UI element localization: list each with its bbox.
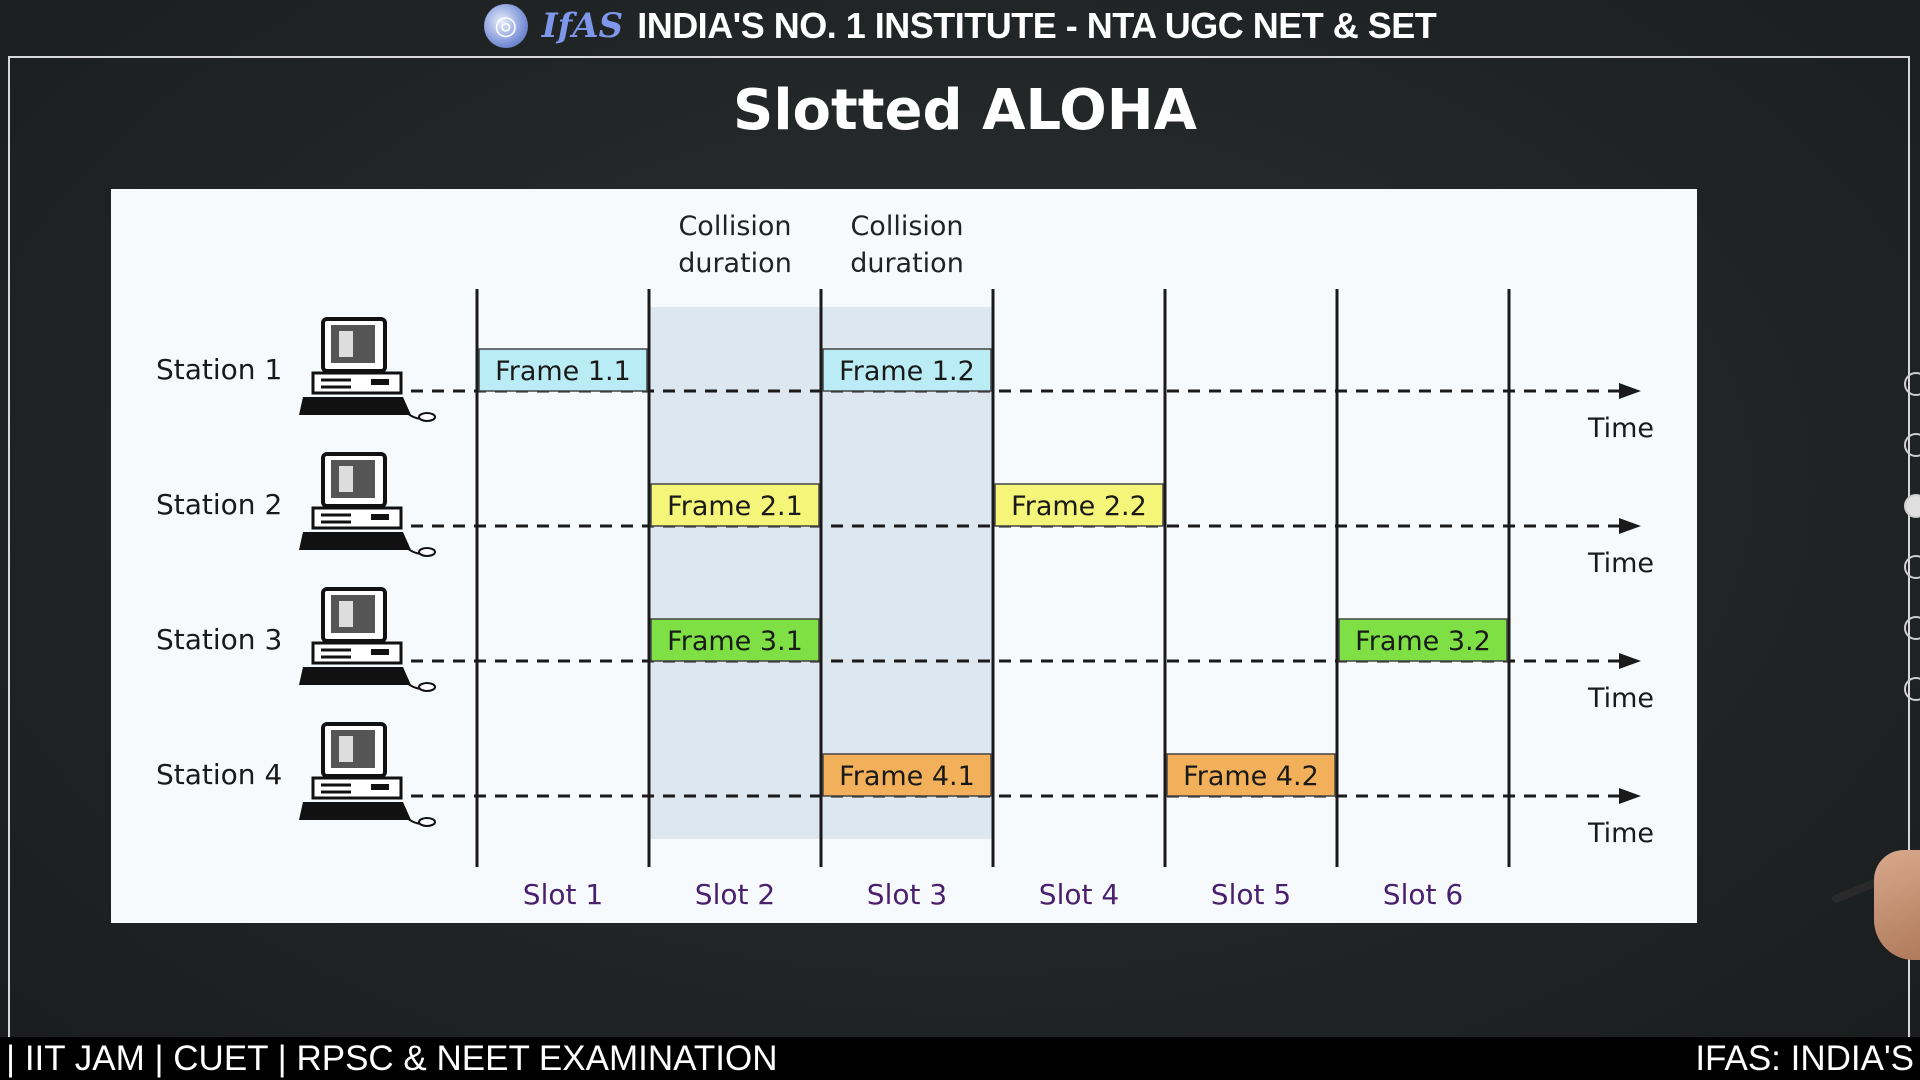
time-label: Time [1587, 683, 1654, 714]
arrow-head-icon [1619, 788, 1641, 804]
slot-label: Slot 1 [523, 878, 603, 911]
frame-box [1338, 618, 1508, 662]
frame-box [822, 753, 992, 797]
computer-icon [299, 317, 436, 422]
slot-label: Slot 2 [695, 878, 775, 911]
side-toolbar [1896, 372, 1920, 738]
logo-text: IfAS [541, 6, 624, 46]
collision-label-line1: Collision [850, 211, 963, 242]
station-label: Station 1 [156, 353, 282, 386]
slide-border [8, 56, 1910, 1038]
frame-label: Frame 1.2 [839, 356, 975, 387]
slot-label: Slot 6 [1383, 878, 1463, 911]
collision-label-line1: Collision [678, 211, 791, 242]
pen-icon[interactable] [1904, 494, 1920, 518]
play-icon[interactable] [1904, 372, 1920, 396]
slot-label: Slot 4 [1039, 878, 1119, 911]
frame-box [650, 483, 820, 527]
frame-box [1166, 753, 1336, 797]
ticker-left-text: | IIT JAM | CUET | RPSC & NEET EXAMINATI… [6, 1039, 778, 1078]
time-label: Time [1587, 818, 1654, 849]
screenshot-icon[interactable] [1904, 555, 1920, 579]
frame-label: Frame 4.2 [1183, 761, 1319, 792]
copy-icon[interactable] [1904, 677, 1920, 701]
time-label: Time [1587, 548, 1654, 579]
frame-label: Frame 2.1 [667, 491, 803, 522]
station-label: Station 2 [156, 488, 282, 521]
frame-label: Frame 3.1 [667, 626, 803, 657]
arrow-head-icon [1619, 518, 1641, 534]
frame-label: Frame 1.1 [495, 356, 631, 387]
frame-box [994, 483, 1164, 527]
presenter-hand [1874, 850, 1920, 960]
station-label: Station 4 [156, 758, 282, 791]
slot-label: Slot 3 [867, 878, 947, 911]
computer-icon [299, 722, 436, 827]
frame-box [650, 618, 820, 662]
frame-label: Frame 3.2 [1355, 626, 1491, 657]
diagram-canvas: Collision duration Collision duration Slot 1… [156, 211, 1654, 911]
station-label: Station 3 [156, 623, 282, 656]
frame-label: Frame 2.2 [1011, 491, 1147, 522]
ticker-right-text: IFAS: INDIA'S [1695, 1039, 1914, 1078]
ifas-logo-icon: ◎ [483, 4, 528, 48]
collision-label-line2: duration [850, 248, 964, 279]
frame-box [478, 348, 648, 392]
banner-title: INDIA'S NO. 1 INSTITUTE - NTA UGC NET & … [637, 5, 1437, 46]
arrow-head-icon [1619, 383, 1641, 399]
more-icon[interactable] [1904, 616, 1920, 640]
slot-label: Slot 5 [1211, 878, 1291, 911]
collision-band [649, 307, 821, 839]
slotted-aloha-diagram: Collision duration Collision duration Slot 1… [111, 189, 1697, 923]
frame-label: Frame 4.1 [839, 761, 975, 792]
collision-label-line2: duration [678, 248, 792, 279]
arrow-head-icon [1619, 653, 1641, 669]
slide-title: Slotted ALOHA [733, 78, 1197, 143]
bottom-ticker: | IIT JAM | CUET | RPSC & NEET EXAMINATI… [0, 1037, 1920, 1080]
time-label: Time [1587, 413, 1654, 444]
top-banner: ◎ IfAS INDIA'S NO. 1 INSTITUTE - NTA UGC… [0, 0, 1920, 52]
computer-icon [299, 587, 436, 692]
computer-icon [299, 452, 436, 557]
collision-band [821, 307, 993, 839]
frame-box [822, 348, 992, 392]
info-icon[interactable] [1904, 433, 1920, 457]
